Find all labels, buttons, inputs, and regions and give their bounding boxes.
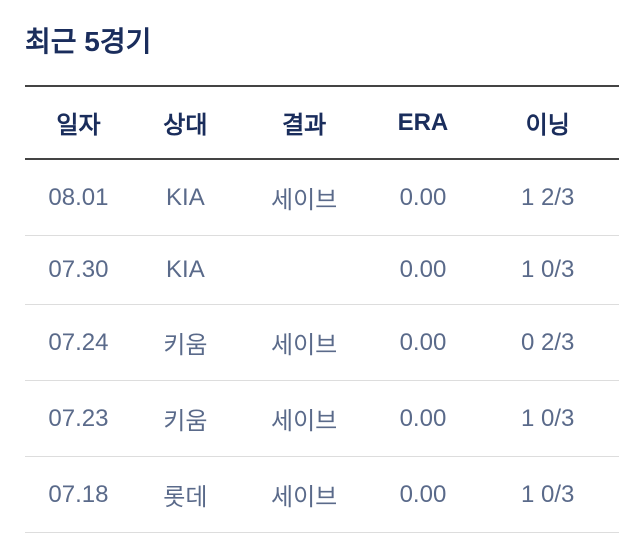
cell-opponent: 키움 [132,381,239,457]
column-header-opponent: 상대 [132,86,239,159]
cell-innings: 1 0/3 [476,236,619,305]
cell-date: 07.18 [25,457,132,533]
table-header-row: 일자 상대 결과 ERA 이닝 [25,86,619,159]
column-header-date: 일자 [25,86,132,159]
cell-date: 07.30 [25,236,132,305]
cell-innings: 1 0/3 [476,381,619,457]
cell-innings: 1 0/3 [476,457,619,533]
column-header-result: 결과 [239,86,370,159]
table-row: 07.18 롯데 세이브 0.00 1 0/3 [25,457,619,533]
cell-date: 07.24 [25,305,132,381]
cell-date: 08.01 [25,159,132,236]
cell-era: 0.00 [369,159,476,236]
cell-era: 0.00 [369,381,476,457]
table-row: 07.30 KIA 0.00 1 0/3 [25,236,619,305]
recent-games-table: 일자 상대 결과 ERA 이닝 08.01 KIA 세이브 0.00 1 2/3… [25,85,619,533]
table-row: 08.01 KIA 세이브 0.00 1 2/3 [25,159,619,236]
section-title: 최근 5경기 [25,20,619,60]
table-row: 07.23 키움 세이브 0.00 1 0/3 [25,381,619,457]
cell-era: 0.00 [369,236,476,305]
cell-era: 0.00 [369,305,476,381]
table-row: 07.24 키움 세이브 0.00 0 2/3 [25,305,619,381]
cell-innings: 1 2/3 [476,159,619,236]
cell-result: 세이브 [239,457,370,533]
cell-opponent: 키움 [132,305,239,381]
cell-result: 세이브 [239,159,370,236]
cell-date: 07.23 [25,381,132,457]
cell-innings: 0 2/3 [476,305,619,381]
column-header-era: ERA [369,86,476,159]
cell-result: 세이브 [239,381,370,457]
column-header-innings: 이닝 [476,86,619,159]
cell-opponent: 롯데 [132,457,239,533]
cell-result: 세이브 [239,305,370,381]
cell-result [239,236,370,305]
cell-opponent: KIA [132,159,239,236]
cell-era: 0.00 [369,457,476,533]
cell-opponent: KIA [132,236,239,305]
